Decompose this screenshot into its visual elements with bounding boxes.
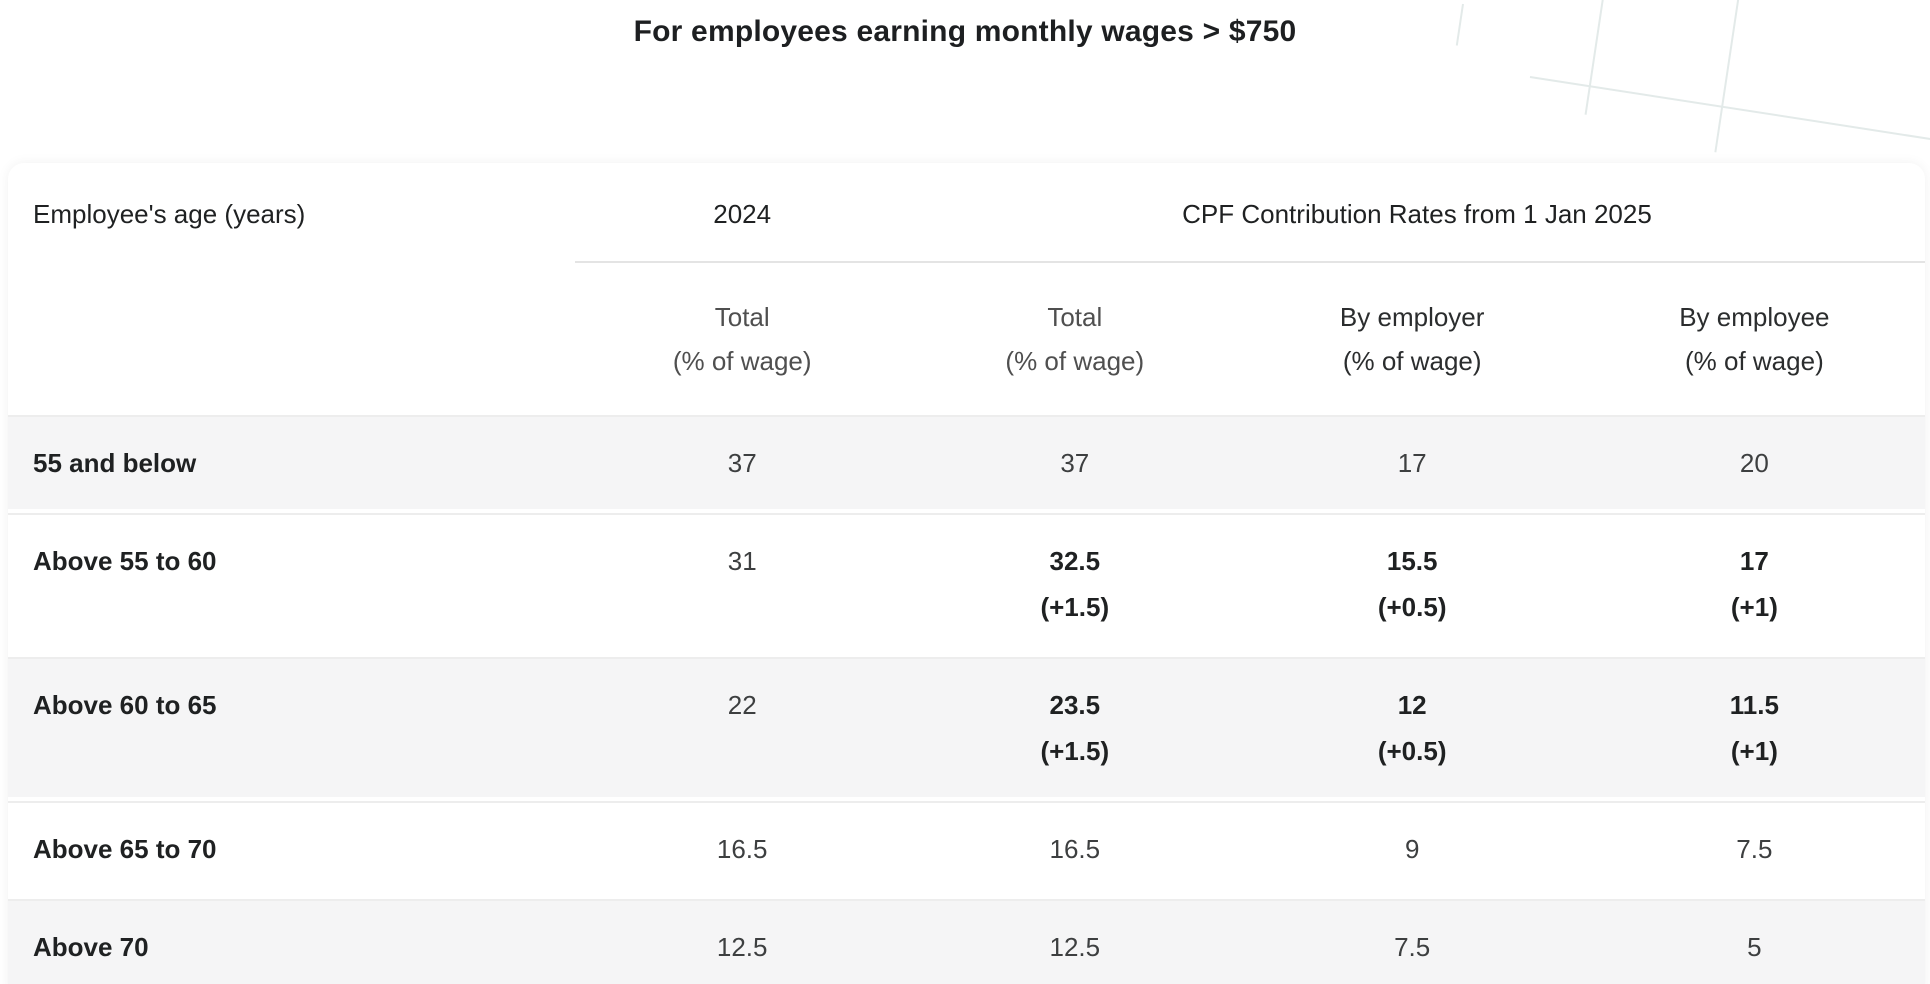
rate-value: 11.5 [1729, 690, 1779, 720]
page-title: For employees earning monthly wages > $7… [633, 15, 1297, 48]
subheader-by-employer: By employer (% of wage) [1241, 267, 1584, 411]
value-cell-employee: 17 (+1) [1583, 513, 1925, 653]
table-row: Above 60 to 65 22 23.5 (+1.5) 12 (+0.5) … [8, 657, 1925, 797]
value-cell-employer: 9 [1240, 801, 1584, 895]
age-cell: Above 65 to 70 [8, 801, 576, 895]
value-cell-employer: 12 (+0.5) [1240, 657, 1584, 797]
subheader-line1: By employee [1679, 302, 1830, 332]
age-cell: Above 55 to 60 [8, 513, 576, 653]
value-cell-employer: 17 [1240, 415, 1584, 509]
value-cell-employee: 7.5 [1583, 801, 1925, 895]
value-cell-employer: 15.5 (+0.5) [1240, 513, 1584, 653]
subheader-by-employee: By employee (% of wage) [1584, 267, 1925, 411]
value-cell-total-2025: 12.5 [908, 899, 1241, 984]
subheader-line1: Total [714, 302, 770, 332]
value-cell-total-2025: 37 [908, 415, 1241, 509]
value-cell-2024: 37 [575, 415, 909, 509]
value-cell-total-2025: 16.5 [908, 801, 1241, 895]
value-cell-total-2025: 23.5 (+1.5) [908, 657, 1241, 797]
header-rates-2025: CPF Contribution Rates from 1 Jan 2025 [908, 167, 1925, 263]
rate-value: 12 [1397, 690, 1427, 720]
rate-delta: (+0.5) [1377, 592, 1447, 622]
value-cell-employee: 5 [1583, 899, 1925, 984]
rate-value: 32.5 [1049, 546, 1101, 576]
value-cell-2024: 12.5 [575, 899, 909, 984]
subheader-line1: Total [1047, 302, 1103, 332]
sub-header-row: Total (% of wage) Total (% of wage) By e… [8, 267, 1925, 411]
subheader-line2: (% of wage) [1005, 346, 1145, 376]
subheader-line1: By employer [1339, 302, 1485, 332]
value-cell-2024: 31 [575, 513, 909, 653]
rate-delta: (+1.5) [1040, 736, 1110, 766]
value-cell-employee: 20 [1583, 415, 1925, 509]
rate-value: 17 [1739, 546, 1769, 576]
subheader-line2: (% of wage) [672, 346, 812, 376]
age-cell: Above 70 [8, 899, 576, 984]
age-cell: 55 and below [8, 415, 576, 509]
group-header-row: Employee's age (years) 2024 CPF Contribu… [8, 167, 1925, 263]
subheader-total-2025: Total (% of wage) [909, 267, 1241, 411]
rates-table-card: Employee's age (years) 2024 CPF Contribu… [8, 163, 1925, 984]
rate-value: 15.5 [1386, 546, 1438, 576]
header-2024: 2024 [575, 167, 909, 263]
rate-delta: (+1) [1730, 592, 1778, 622]
rate-value: 23.5 [1049, 690, 1101, 720]
cpf-rates-table: Employee's age (years) 2024 CPF Contribu… [8, 163, 1925, 984]
rate-delta: (+0.5) [1377, 736, 1447, 766]
rate-delta: (+1.5) [1040, 592, 1110, 622]
table-row: Above 65 to 70 16.5 16.5 9 7.5 [8, 801, 1925, 895]
subheader-total-2024: Total (% of wage) [575, 267, 909, 411]
decorative-line [1529, 76, 1930, 141]
value-cell-employee: 11.5 (+1) [1583, 657, 1925, 797]
age-cell: Above 60 to 65 [8, 657, 576, 797]
table-row: 55 and below 37 37 17 20 [8, 415, 1925, 509]
table-row: Above 70 12.5 12.5 7.5 5 [8, 899, 1925, 984]
age-column-header: Employee's age (years) [33, 199, 306, 229]
subheader-line2: (% of wage) [1342, 346, 1482, 376]
rate-delta: (+1) [1730, 736, 1778, 766]
value-cell-2024: 16.5 [575, 801, 909, 895]
table-row: Above 55 to 60 31 32.5 (+1.5) 15.5 (+0.5… [8, 513, 1925, 653]
value-cell-employer: 7.5 [1240, 899, 1584, 984]
value-cell-total-2025: 32.5 (+1.5) [908, 513, 1241, 653]
value-cell-2024: 22 [575, 657, 909, 797]
subheader-line2: (% of wage) [1685, 346, 1824, 376]
